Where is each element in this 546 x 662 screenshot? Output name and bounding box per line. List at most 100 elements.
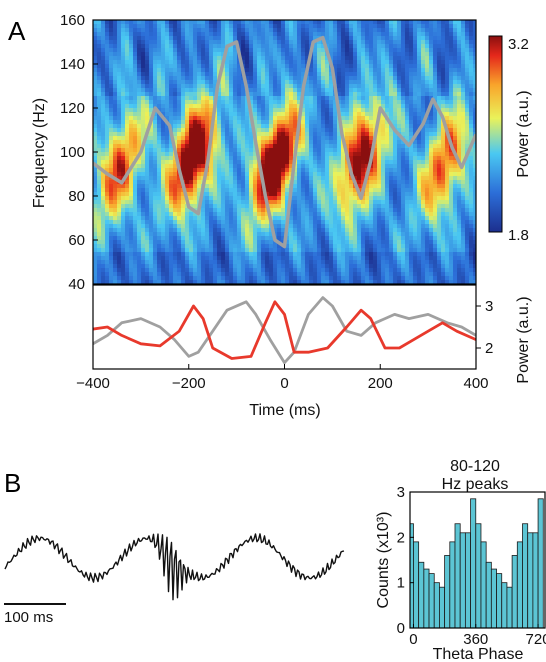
heatmap-cell (317, 128, 322, 133)
heatmap-cell (321, 32, 326, 37)
heatmap-cell (333, 124, 338, 129)
heatmap-cell (241, 172, 246, 177)
heatmap-cell (373, 96, 378, 101)
heatmap-cell (201, 232, 206, 237)
heatmap-cell (193, 28, 198, 33)
heatmap-cell (305, 168, 310, 173)
heatmap-cell (237, 140, 242, 145)
heatmap-cell (261, 236, 266, 241)
heatmap-cell (185, 208, 190, 213)
heatmap-cell (373, 76, 378, 81)
heatmap-cell (325, 200, 330, 205)
heatmap-cell (249, 92, 254, 97)
heatmap-cell (225, 256, 230, 261)
heatmap-cell (265, 232, 270, 237)
heatmap-cell (137, 72, 142, 77)
heatmap-cell (217, 228, 222, 233)
heatmap-cell (321, 276, 326, 281)
heatmap-cell (301, 220, 306, 225)
heatmap-cell (301, 260, 306, 265)
heatmap-cell (225, 124, 230, 129)
heatmap-cell (261, 28, 266, 33)
heatmap-cell (277, 192, 282, 197)
heatmap-cell (129, 48, 134, 53)
heatmap-cell (357, 276, 362, 281)
heatmap-cell (221, 252, 226, 257)
heatmap-cell (105, 128, 110, 133)
heatmap-cell (309, 136, 314, 141)
heatmap-cell (205, 108, 210, 113)
heatmap-cell (149, 216, 154, 221)
heatmap-cell (273, 180, 278, 185)
heatmap-cell (189, 32, 194, 37)
heatmap-cell (205, 64, 210, 69)
heatmap-cell (321, 152, 326, 157)
heatmap-cell (333, 168, 338, 173)
heatmap-cell (161, 32, 166, 37)
heatmap-cell (121, 96, 126, 101)
heatmap-cell (329, 260, 334, 265)
heatmap-cell (213, 28, 218, 33)
heatmap-cell (393, 20, 398, 25)
heatmap-cell (201, 104, 206, 109)
heatmap-cell (205, 220, 210, 225)
heatmap-cell (193, 92, 198, 97)
heatmap-cell (289, 104, 294, 109)
heatmap-cell (245, 116, 250, 121)
heatmap-cell (261, 172, 266, 177)
heatmap-cell (313, 64, 318, 69)
heatmap-cell (341, 168, 346, 173)
heatmap-cell (337, 152, 342, 157)
heatmap-cell (117, 244, 122, 249)
heatmap-cell (181, 44, 186, 49)
heatmap-cell (161, 88, 166, 93)
heatmap-cell (125, 268, 130, 273)
heatmap-cell (301, 280, 306, 284)
heatmap-cell (265, 272, 270, 277)
heatmap-cell (217, 200, 222, 205)
heatmap-cell (249, 100, 254, 105)
heatmap-cell (249, 208, 254, 213)
heatmap-cell (169, 180, 174, 185)
heatmap-cell (257, 76, 262, 81)
heatmap-cell (269, 124, 274, 129)
heatmap-cell (213, 212, 218, 217)
heatmap-cell (365, 152, 370, 157)
heatmap-cell (345, 176, 350, 181)
heatmap-cell (333, 244, 338, 249)
heatmap-cell (237, 220, 242, 225)
heatmap-cell (357, 36, 362, 41)
heatmap-cell (293, 196, 298, 201)
heatmap-cell (365, 272, 370, 277)
heatmap-cell (217, 104, 222, 109)
heatmap-cell (133, 84, 138, 89)
heatmap-cell (221, 72, 226, 77)
heatmap-cell (133, 240, 138, 245)
heatmap-cell (373, 40, 378, 45)
heatmap-cell (357, 32, 362, 37)
heatmap-cell (249, 56, 254, 61)
heatmap-cell (229, 68, 234, 73)
heatmap-cell (317, 48, 322, 53)
heatmap-cell (257, 176, 262, 181)
heatmap-cell (293, 200, 298, 205)
heatmap-cell (101, 216, 106, 221)
heatmap-cell (157, 264, 162, 269)
heatmap-cell (101, 160, 106, 165)
heatmap-cell (293, 88, 298, 93)
heatmap-cell (385, 272, 390, 277)
heatmap-cell (109, 32, 114, 37)
heatmap-cell (169, 80, 174, 85)
heatmap-cell (269, 204, 274, 209)
heatmap-cell (341, 96, 346, 101)
heatmap-cell (353, 196, 358, 201)
heatmap-cell (377, 80, 382, 85)
heatmap-cell (153, 276, 158, 281)
heatmap-cell (337, 160, 342, 165)
heatmap-cell (145, 200, 150, 205)
heatmap-cell (297, 208, 302, 213)
heatmap-cell (213, 56, 218, 61)
heatmap-cell (173, 232, 178, 237)
heatmap-cell (97, 212, 102, 217)
heatmap-cell (273, 104, 278, 109)
